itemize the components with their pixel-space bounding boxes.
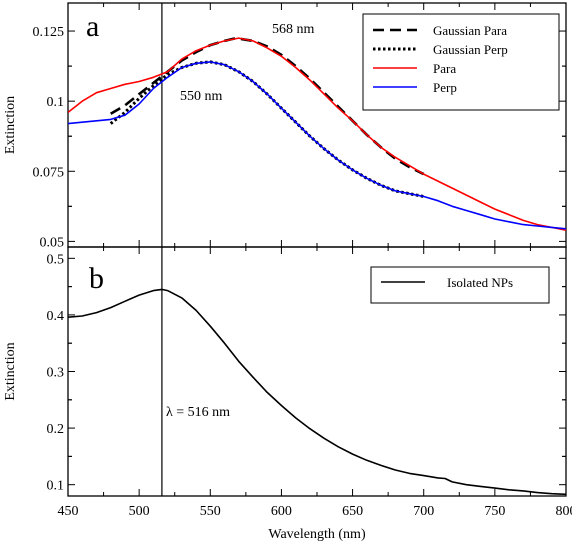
y-tick-label: 0.125	[33, 25, 65, 40]
y-tick-label: 0.2	[47, 422, 65, 437]
y-axis-title: Extinction	[3, 342, 18, 400]
x-tick-label: 450	[58, 504, 79, 519]
x-tick-label: 750	[484, 504, 505, 519]
legend: Gaussian Para Gaussian Perp Para Perp	[363, 14, 559, 110]
x-tick-label: 600	[271, 504, 292, 519]
y-axis-title: Extinction	[3, 96, 18, 154]
y-tick-label: 0.05	[40, 235, 65, 250]
y-tick-label: 0.4	[47, 309, 65, 324]
series-line-isolated-nps	[68, 289, 566, 494]
x-tick-label: 700	[413, 504, 434, 519]
annotation-label: 550 nm	[180, 89, 223, 104]
y-tick-label: 0.3	[47, 366, 65, 381]
legend-label: Gaussian Perp	[433, 42, 508, 57]
legend: Isolated NPs	[371, 267, 549, 303]
series-group	[68, 289, 566, 494]
panel-letter: b	[89, 262, 104, 295]
panel-b: 0.1 0.2 0.3 0.4 0.5 450 500 550 600 650 700 750 800 E…	[3, 247, 572, 542]
y-tick-label: 0.1	[47, 479, 65, 494]
legend-label: Gaussian Para	[433, 23, 507, 38]
y-tick-label: 0.075	[33, 165, 65, 180]
legend-label: Isolated NPs	[447, 275, 513, 290]
y-tick-label: 0.1	[47, 95, 65, 110]
x-tick-label: 550	[200, 504, 221, 519]
annotation-label: 568 nm	[272, 22, 315, 37]
legend-label: Para	[433, 61, 456, 76]
legend-label: Perp	[433, 80, 457, 95]
y-tick-label: 0.5	[47, 252, 65, 267]
x-tick-label: 500	[129, 504, 150, 519]
x-tick-label: 800	[556, 504, 572, 519]
x-tick-label: 650	[342, 504, 363, 519]
x-axis-title: Wavelength (nm)	[268, 527, 366, 542]
panel-letter: a	[86, 10, 99, 43]
panel-a: 0.05 0.075 0.1 0.125 Extinction a 568 nm 550 nm…	[3, 3, 566, 250]
annotation-label: λ = 516 nm	[166, 405, 230, 420]
